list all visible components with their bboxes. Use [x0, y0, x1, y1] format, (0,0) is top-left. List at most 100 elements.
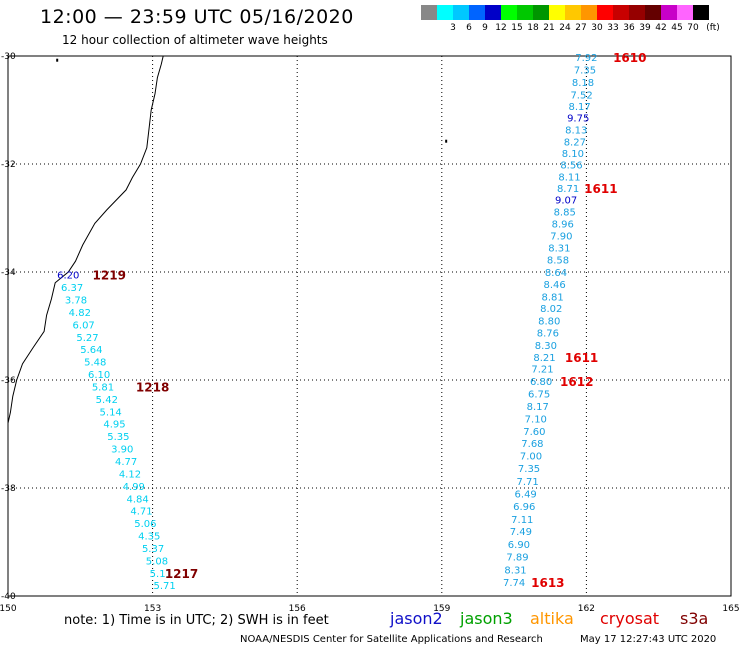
wave-height-value: 4.77	[115, 457, 137, 468]
legend-swatch	[645, 5, 661, 20]
lat-tick-label: -40	[1, 592, 16, 602]
pass-time-label: 1611	[565, 351, 598, 365]
wave-height-value: 8.81	[542, 292, 564, 303]
legend-swatch	[629, 5, 645, 20]
wave-height-value: 7.89	[506, 553, 528, 564]
wave-height-value: 6.20	[57, 271, 79, 282]
legend-label: 21	[543, 23, 555, 33]
wave-height-value: 4.71	[130, 507, 152, 518]
legend-swatch	[613, 5, 629, 20]
pass-time-label: 1219	[93, 269, 126, 283]
legend-label: 39	[639, 23, 651, 33]
wave-height-value: 5.27	[76, 333, 98, 344]
wave-height-value: 7.60	[523, 427, 545, 438]
lat-tick-label: -34	[1, 268, 16, 278]
map-frame	[7, 55, 732, 597]
wave-height-value: 8.64	[545, 268, 567, 279]
wave-height-value: 6.75	[528, 390, 550, 401]
lon-tick-label: 159	[433, 604, 450, 614]
wave-height-value: 8.13	[565, 125, 587, 136]
wave-height-value: 6.49	[515, 489, 537, 500]
wave-height-value: 3.90	[111, 445, 133, 456]
legend-swatch	[533, 5, 549, 20]
legend-swatch	[421, 5, 437, 20]
wave-height-value: 8.31	[504, 566, 526, 577]
legend-swatch	[517, 5, 533, 20]
legend-swatch	[549, 5, 565, 20]
wave-height-value: 6.90	[508, 540, 530, 551]
wave-height-value: 4.82	[69, 308, 91, 319]
legend-label: 42	[655, 23, 667, 33]
legend-label: 27	[575, 23, 587, 33]
wave-height-value: 3.78	[65, 296, 87, 307]
wave-height-value: 7.35	[574, 66, 596, 77]
legend-swatch	[661, 5, 677, 20]
wave-height-value: 8.02	[540, 304, 562, 315]
generated-timestamp: May 17 12:27:43 UTC 2020	[580, 634, 717, 645]
legend-swatch	[501, 5, 517, 20]
legend-swatch	[677, 5, 693, 20]
wave-height-value: 6.37	[61, 283, 83, 294]
pass-time-label: 1612	[560, 375, 593, 389]
wave-height-value: 5.71	[154, 581, 176, 592]
wave-height-value: 9.07	[555, 196, 577, 207]
wave-height-value: 7.10	[525, 414, 547, 425]
page-subtitle: 12 hour collection of altimeter wave hei…	[62, 33, 328, 47]
wave-height-value: 6.07	[73, 320, 95, 331]
wave-height-value: 8.85	[554, 208, 576, 219]
wave-height-value: 7.68	[521, 439, 543, 450]
wave-height-value: 8.10	[562, 149, 584, 160]
wave-height-value: 7.00	[520, 452, 542, 463]
legend-label: 36	[623, 23, 635, 33]
legend-label: 15	[511, 23, 523, 33]
legend-swatch	[453, 5, 469, 20]
pass-time-label: 1611	[584, 182, 617, 196]
wave-height-value: 8.76	[537, 328, 559, 339]
wave-height-value: 6.80	[530, 377, 552, 388]
wave-height-value: 4.95	[103, 420, 125, 431]
satellite-name: altika	[530, 609, 574, 628]
legend-swatch	[597, 5, 613, 20]
wave-height-value: 7.35	[518, 464, 540, 475]
wave-height-value: 8.17	[569, 102, 591, 113]
wave-height-value: 8.18	[572, 78, 594, 89]
wave-height-value: 7.49	[510, 527, 532, 538]
lon-tick-label: 156	[289, 604, 306, 614]
legend-label: 30	[591, 23, 603, 33]
wave-height-value: 7.71	[516, 477, 538, 488]
page-title: 12:00 — 23:59 UTC 05/16/2020	[40, 6, 354, 28]
legend-label: 18	[527, 23, 539, 33]
lon-tick-label: 150	[0, 604, 17, 614]
lon-tick-label: 165	[722, 604, 739, 614]
lat-tick-label: -38	[1, 484, 16, 494]
wave-height-value: 4.35	[138, 532, 160, 543]
lon-tick-label: 153	[144, 604, 161, 614]
wave-height-value: 4.99	[123, 482, 145, 493]
wave-height-value: 4.12	[119, 469, 141, 480]
island-mark	[56, 58, 59, 62]
wave-height-value: 7.74	[503, 578, 525, 589]
wave-height-value: 7.21	[531, 365, 553, 376]
satellite-name: cryosat	[600, 609, 660, 628]
wave-height-value: 7.52	[570, 90, 592, 101]
wave-height-value: 6.96	[513, 502, 535, 513]
satellite-name: jason3	[460, 609, 513, 628]
legend-swatch	[485, 5, 501, 20]
wave-height-value: 5.64	[80, 345, 102, 356]
legend-swatch	[437, 5, 453, 20]
legend-label: 6	[466, 23, 472, 33]
wave-height-value: 8.56	[560, 161, 582, 172]
wave-height-value: 5.14	[100, 407, 122, 418]
legend-label: 9	[482, 23, 488, 33]
wave-height-value: 8.17	[527, 402, 549, 413]
satellite-name: s3a	[680, 609, 709, 628]
island-mark	[445, 139, 448, 143]
legend-swatch	[469, 5, 485, 20]
legend-unit: (ft)	[706, 23, 720, 33]
wave-height-value: 8.71	[557, 184, 579, 195]
footer-note: note: 1) Time is in UTC; 2) SWH is in fe…	[64, 613, 329, 628]
wave-height-value: 8.31	[548, 244, 570, 255]
wave-height-value: 5.37	[142, 544, 164, 555]
credit-line: NOAA/NESDIS Center for Satellite Applica…	[240, 634, 543, 645]
